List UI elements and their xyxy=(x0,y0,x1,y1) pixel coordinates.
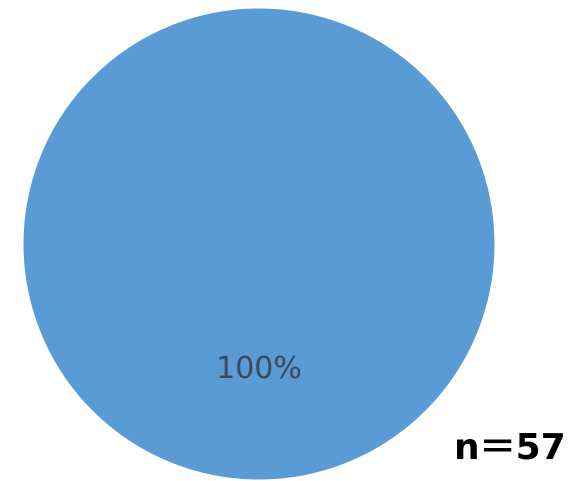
pie-slice xyxy=(22,7,496,481)
pie-slices xyxy=(22,7,496,481)
sample-size-label: n＝57 xyxy=(454,427,566,468)
slice-label: 100% xyxy=(216,351,302,386)
